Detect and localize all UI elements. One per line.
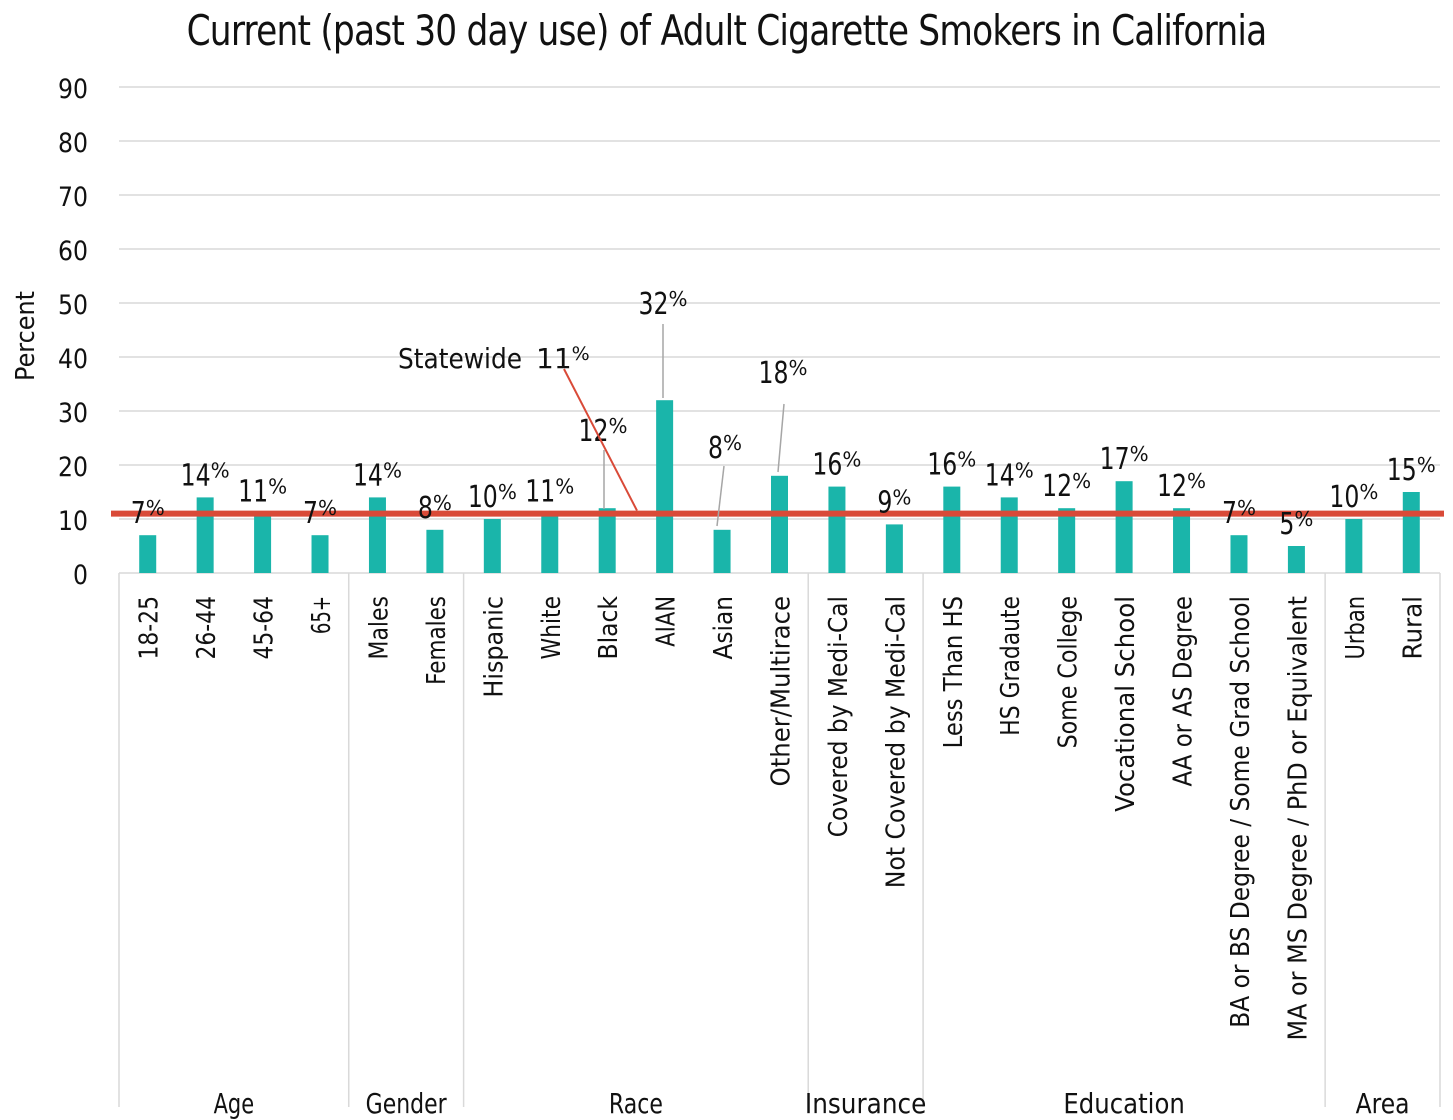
data-label: 5% (1279, 507, 1313, 542)
y-tick-label: 40 (58, 344, 88, 375)
data-label-leader (716, 465, 725, 527)
group-label: Race (609, 1087, 663, 1120)
y-tick-label: 20 (58, 452, 88, 483)
x-tick-label: Not Covered by Medi-Cal (881, 596, 911, 888)
data-label: 16% (812, 448, 861, 483)
data-label: 12% (1157, 469, 1206, 504)
y-tick-label: 80 (58, 128, 88, 159)
bar (254, 513, 272, 573)
bar (656, 400, 674, 573)
bar (771, 475, 788, 573)
data-label: 7% (131, 496, 165, 531)
x-tick-label: AIAN (652, 596, 682, 647)
bar (196, 497, 214, 573)
x-tick-label: Some College (1054, 596, 1084, 748)
bar (368, 497, 386, 573)
y-tick-label: 50 (58, 290, 88, 321)
group-label: Education (1063, 1087, 1185, 1120)
data-label: 17% (1100, 442, 1149, 477)
bar (1115, 481, 1133, 573)
x-tick-label: Females (422, 596, 452, 685)
y-tick-label: 10 (58, 506, 88, 537)
x-tick-label: 26-44 (192, 596, 222, 660)
x-tick-label: AA or AS Degree (1169, 596, 1199, 787)
bar (1287, 546, 1305, 573)
x-tick-label: 45-64 (250, 596, 280, 660)
data-label: 7% (1222, 496, 1256, 531)
y-tick-label: 30 (58, 398, 88, 429)
x-tick-label: Males (364, 596, 394, 660)
x-tick-label: Urban (1341, 596, 1371, 660)
bar (1230, 535, 1248, 573)
bar (541, 513, 559, 573)
bar (1000, 497, 1018, 573)
data-label: 16% (927, 448, 976, 483)
bar (1345, 519, 1363, 573)
data-label: 9% (877, 485, 911, 520)
y-tick-label: 60 (58, 236, 88, 267)
group-label: Age (214, 1087, 255, 1120)
bar (598, 508, 616, 573)
bar (1058, 508, 1076, 573)
x-tick-label: Covered by Medi-Cal (824, 596, 854, 837)
data-label: 14% (985, 458, 1034, 493)
bar (311, 535, 329, 573)
data-label: 8% (418, 491, 452, 526)
data-label: 14% (353, 458, 402, 493)
y-tick-label: 0 (73, 560, 88, 591)
data-label: 14% (181, 458, 230, 493)
x-tick-label: 65+ (307, 596, 337, 634)
x-tick-label: BA or BS Degree / Some Grad School (1226, 596, 1256, 1028)
bar (943, 486, 961, 573)
bar (1173, 508, 1191, 573)
x-tick-label: Less Than HS (939, 596, 969, 748)
chart-title: Current (past 30 day use) of Adult Cigar… (186, 6, 1268, 55)
data-label: 11% (525, 475, 574, 510)
data-label: 12% (578, 414, 627, 449)
data-label: 10% (1329, 480, 1378, 515)
data-label: 32% (638, 287, 687, 322)
group-label: Insurance (805, 1087, 927, 1120)
bar (828, 486, 846, 573)
bar (885, 524, 903, 573)
x-tick-label: Black (594, 596, 624, 660)
x-tick-label: MA or MS Degree / PhD or Equivalent (1283, 596, 1313, 1041)
data-label: 15% (1387, 453, 1436, 488)
statewide-leader (563, 368, 638, 512)
y-axis-label: Percent (11, 291, 41, 381)
x-tick-label: Other/Multirace (767, 596, 797, 787)
bar (1402, 492, 1420, 573)
bar (483, 519, 501, 573)
bar (426, 529, 444, 573)
x-tick-label: 18-25 (135, 596, 165, 660)
y-tick-label: 90 (58, 74, 88, 105)
bar (139, 535, 157, 573)
x-tick-label: HS Gradaute (996, 596, 1026, 736)
statewide-label: Statewide 11% (398, 342, 590, 375)
data-label: 11% (238, 475, 287, 510)
x-tick-label: Asian (709, 596, 739, 660)
x-tick-label: White (537, 596, 567, 660)
x-tick-label: Hispanic (479, 596, 509, 698)
data-label: 8% (708, 431, 742, 466)
group-label: Gender (366, 1087, 447, 1120)
data-label: 12% (1042, 469, 1091, 504)
y-tick-label: 70 (58, 182, 88, 213)
data-label-leader (777, 403, 785, 473)
group-label: Area (1356, 1087, 1410, 1120)
x-tick-label: Vocational School (1111, 596, 1141, 812)
bar (713, 529, 731, 573)
data-label: 10% (468, 480, 517, 515)
data-label: 7% (303, 496, 337, 531)
data-label: 18% (758, 356, 807, 391)
x-tick-label: Rural (1398, 596, 1428, 660)
